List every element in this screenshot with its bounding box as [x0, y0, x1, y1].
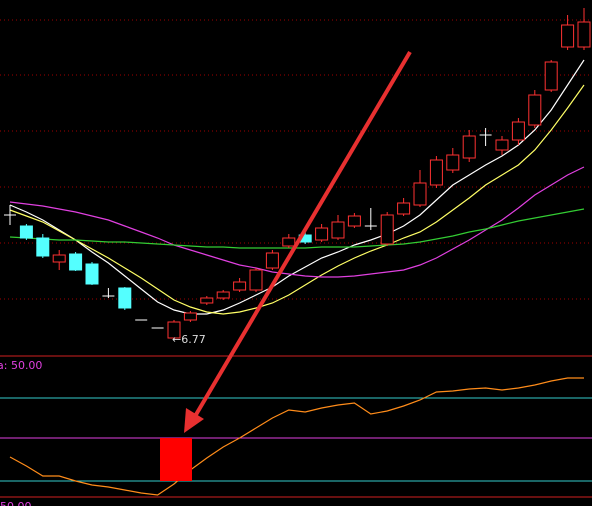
candle-body [183, 312, 197, 321]
candle-body [19, 225, 33, 239]
candle-body [462, 135, 476, 159]
candle-body [282, 237, 296, 247]
candle-body [347, 215, 361, 227]
candle-body [446, 154, 460, 171]
panel-title: a: 50.00 [0, 359, 42, 372]
moving-average-line [9, 84, 585, 315]
candle-body [167, 321, 181, 339]
pointer-arrow [184, 50, 412, 433]
candle-body [413, 182, 427, 206]
candle-body [495, 139, 509, 151]
arrow-shaft [192, 50, 412, 420]
candle-body [200, 297, 214, 304]
candle-body [69, 253, 83, 271]
candle-body [216, 291, 230, 299]
plot-layer: ←6.77 a: 50.00 50.00 [0, 8, 592, 506]
candle-body [85, 263, 99, 285]
candle-body [577, 21, 591, 48]
candle-body [52, 254, 66, 263]
candle-body [315, 227, 329, 241]
arrow-head [184, 408, 204, 433]
low-label: ←6.77 [172, 333, 206, 346]
indicator-line [9, 377, 584, 496]
highlight-box [160, 438, 192, 481]
candle-body [118, 287, 132, 309]
candle-body [265, 252, 279, 269]
candle-body [331, 221, 345, 239]
candle-body [429, 159, 443, 186]
moving-average-line [9, 59, 585, 315]
candle-body [561, 24, 575, 48]
candle-body [380, 214, 394, 245]
candle-body [36, 237, 50, 257]
candle-body [528, 94, 542, 126]
candle-body [397, 202, 411, 215]
moving-average-line [9, 208, 585, 249]
candle-body [249, 269, 263, 291]
candle-body [544, 61, 558, 91]
candle-body [233, 281, 247, 291]
panel-bottom-label: 50.00 [0, 500, 32, 506]
candle-body [511, 121, 525, 141]
